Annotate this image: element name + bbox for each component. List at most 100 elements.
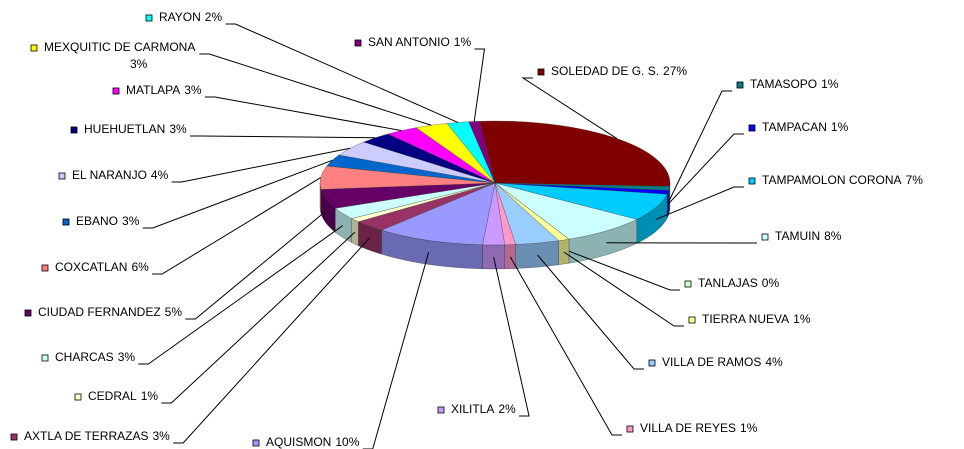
slice-label: HUEHUETLAN 3% <box>84 122 187 136</box>
slice-label: MEXQUITIC DE CARMONA 3% <box>44 40 195 71</box>
slice <box>468 121 496 184</box>
leader-line <box>568 250 680 291</box>
legend-swatch <box>30 44 38 52</box>
legend-swatch <box>252 439 260 447</box>
leader-line <box>190 135 376 139</box>
leader-line <box>199 53 432 126</box>
slice-label-name: EBANO <box>76 214 118 228</box>
slice-side-shade <box>668 186 670 215</box>
slice-label: TAMASOPO 1% <box>750 77 839 91</box>
slice-side <box>515 240 559 269</box>
slice-label-name: COXCATLAN <box>55 260 127 274</box>
slice-side-shade <box>504 244 516 269</box>
slice-label: SAN ANTONIO 1% <box>368 35 471 49</box>
slice-side-shade <box>381 230 483 269</box>
slice-label-name: CEDRAL <box>88 389 137 403</box>
slice-label-value: 8% <box>824 229 842 243</box>
slice-label-name: CHARCAS <box>55 350 114 364</box>
legend-swatch <box>41 354 49 362</box>
leader-line <box>473 48 486 122</box>
leader-line <box>138 225 344 365</box>
slice-side-shade <box>515 240 559 269</box>
slice <box>381 182 496 245</box>
leader-line <box>185 210 327 320</box>
legend-swatch <box>58 172 66 180</box>
slice-label-value: 27% <box>663 64 687 78</box>
slice-side <box>319 182 322 214</box>
leader-line <box>537 254 644 370</box>
leader-line <box>655 186 744 220</box>
slice-label-value: 1% <box>740 421 758 435</box>
legend-swatch <box>437 406 445 414</box>
legend-swatch <box>748 124 756 132</box>
slice-label: TAMPACAN 1% <box>762 120 849 134</box>
slice-label: EL NARANJO 4% <box>72 168 169 182</box>
slice-label-name: TIERRA NUEVA <box>702 312 789 326</box>
leader-line <box>152 177 321 275</box>
leader-line <box>668 90 732 201</box>
slice-label-name: SAN ANTONIO <box>368 35 450 49</box>
slice-side-shade <box>320 189 336 233</box>
leader-line <box>142 159 333 229</box>
slice-label: TIERRA NUEVA 1% <box>702 312 811 326</box>
leader-line <box>171 147 351 183</box>
slice-label: AXTLA DE TERRAZAS 3% <box>24 429 170 443</box>
legend-swatch <box>736 81 744 89</box>
legend-swatch <box>41 264 49 272</box>
legend-swatch <box>74 393 82 401</box>
slice-side-shade <box>636 194 668 244</box>
slice-side-shade <box>320 183 321 214</box>
slice-label: VILLA DE REYES 1% <box>640 421 758 435</box>
slice-side <box>666 190 669 219</box>
slice-label-name: TAMPAMOLON CORONA <box>762 173 902 187</box>
slice-label: MATLAPA 3% <box>126 83 202 97</box>
leader-line <box>521 77 618 139</box>
slice-side <box>358 221 382 255</box>
slice-label-value: 2% <box>498 402 516 416</box>
slice-label-value: 0% <box>762 276 780 290</box>
slice-side-shade <box>482 244 505 269</box>
slice-label-name: SOLEDAD DE G. S. <box>551 64 659 78</box>
slice <box>479 120 671 187</box>
legend-swatch <box>24 309 32 317</box>
leader-line <box>493 256 530 417</box>
slice <box>494 182 638 240</box>
legend-swatch <box>354 39 362 47</box>
leader-line <box>161 231 356 404</box>
slice-label: XILITLA 2% <box>451 402 516 416</box>
slice-label-name: TAMASOPO <box>750 77 817 91</box>
slice-label-name: TANLAJAS <box>698 276 758 290</box>
slice-label-name: CIUDAD FERNANDEZ <box>38 305 161 319</box>
slice-side-shade <box>358 221 382 255</box>
slice-label-value: 3% <box>184 83 202 97</box>
leader-line <box>667 133 744 205</box>
slice-side <box>504 244 516 270</box>
pie-top <box>319 120 671 246</box>
legend-swatch <box>688 316 696 324</box>
slice-label-value: 5% <box>165 305 183 319</box>
slice-label-value: 1% <box>821 77 839 91</box>
slice-label-name: VILLA DE RAMOS <box>662 355 761 369</box>
slice-label-value: 2% <box>205 10 223 24</box>
slice-label-name: MATLAPA <box>126 83 180 97</box>
leader-line <box>362 252 430 449</box>
legend-swatch <box>112 87 120 95</box>
slice-label-value: 1% <box>793 312 811 326</box>
slice-label-value: 4% <box>765 355 783 369</box>
slice-label: EBANO 3% <box>76 214 140 228</box>
slice-label: TAMUIN 8% <box>775 229 842 243</box>
slice-label-name: HUEHUETLAN <box>84 122 165 136</box>
slice-label-value: 3% <box>169 122 187 136</box>
slice-side <box>482 244 505 270</box>
slice-side-shade <box>568 219 637 264</box>
slice-label-value: 3% <box>118 350 136 364</box>
slice-label: TANLAJAS 0% <box>698 276 779 290</box>
legend-swatch <box>537 68 545 76</box>
slice-label-value: 3% <box>152 429 170 443</box>
slice-label: CEDRAL 1% <box>88 389 158 403</box>
legend-swatch <box>684 280 692 288</box>
slice-side-shade <box>351 218 359 246</box>
slice-side-shade <box>335 208 352 243</box>
pie-sides <box>319 182 671 270</box>
